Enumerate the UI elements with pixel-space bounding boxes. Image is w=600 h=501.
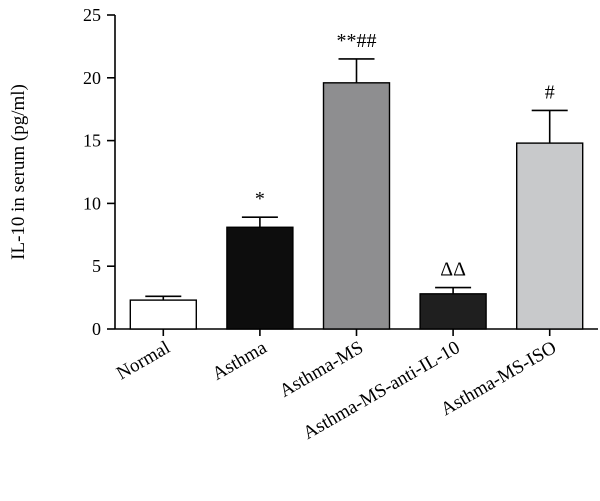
- y-tick-label-25: 25: [83, 5, 101, 25]
- significance-mark-3: ΔΔ: [440, 259, 466, 281]
- category-label-3: Asthma-MS-anti-IL-10: [300, 337, 464, 444]
- bar-3: [419, 293, 487, 330]
- y-tick-label-5: 5: [92, 256, 101, 276]
- category-labels-group: Normal Asthma Asthma-MSAsthma-MS-anti-IL-1…: [113, 337, 560, 444]
- category-label-2: Asthma-MS: [276, 337, 367, 402]
- x-axis: [115, 328, 598, 336]
- bars-group: [129, 82, 584, 330]
- y-tick-label-0: 0: [92, 319, 101, 339]
- bar-0: [129, 299, 198, 330]
- error-bars-group: [145, 58, 568, 301]
- significance-mark-4: #: [545, 81, 555, 103]
- category-label-1: Asthma: [209, 337, 271, 385]
- significance-mark-1: *: [255, 188, 265, 210]
- y-tick-label-20: 20: [83, 68, 101, 88]
- significance-mark-2: **##: [337, 30, 377, 52]
- y-tick-label-10: 10: [83, 193, 101, 213]
- bar-2: [322, 82, 391, 330]
- y-tick-label-15: 15: [83, 131, 101, 151]
- bar-1: [226, 226, 294, 330]
- y-axis-label: IL-10 in serum (pg/ml): [8, 84, 29, 260]
- significance-group: * **## ΔΔ #: [255, 30, 555, 281]
- y-axis: 0 5 10 15 20 25: [83, 5, 116, 339]
- bar-4: [516, 142, 584, 330]
- category-label-0: Normal: [113, 337, 174, 384]
